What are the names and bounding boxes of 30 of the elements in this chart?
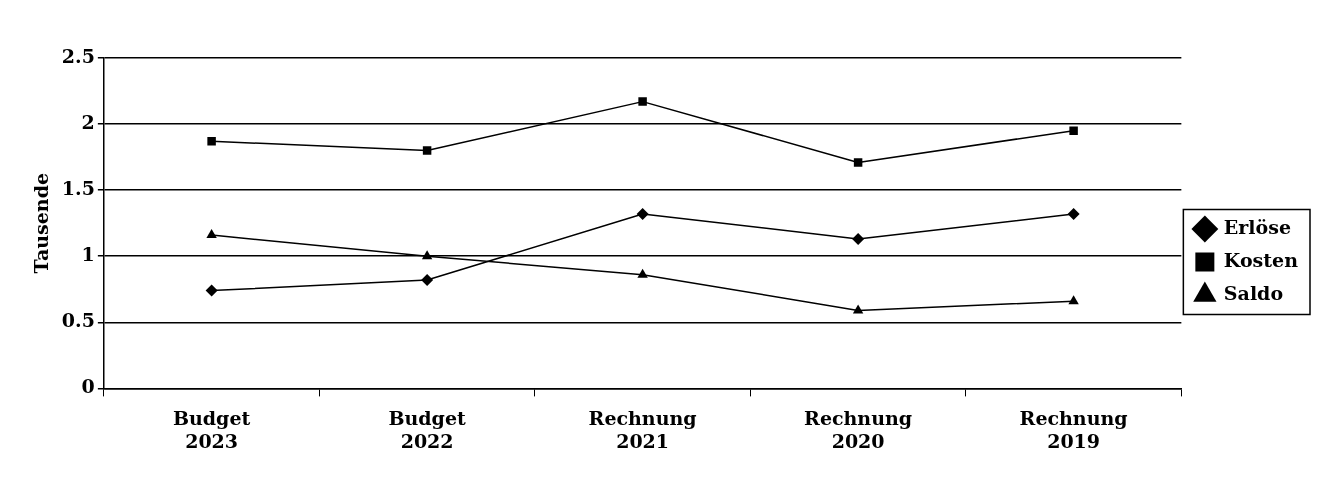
- legend-label: Saldo: [1223, 281, 1284, 304]
- y-tick-label: 0.5: [61, 309, 95, 332]
- point: [852, 233, 865, 246]
- x-tick-label: Budget 2022: [388, 406, 466, 452]
- point: [638, 97, 647, 106]
- x-tick-label: Budget 2023: [172, 406, 251, 452]
- point: [853, 158, 863, 167]
- point: [1067, 207, 1080, 220]
- y-tick-label: 0: [81, 375, 95, 398]
- point: [637, 268, 648, 278]
- point: [207, 137, 216, 146]
- point: [421, 274, 434, 287]
- y-tick-label: 2: [81, 111, 95, 134]
- point: [206, 229, 217, 239]
- y-tick-label: 1.5: [61, 177, 95, 200]
- point: [422, 146, 432, 155]
- point: [852, 304, 864, 314]
- point: [421, 250, 433, 260]
- point: [1068, 295, 1079, 305]
- y-axis-title: Tausende: [30, 172, 53, 274]
- legend-label: Kosten: [1223, 248, 1299, 271]
- x-tick-label: Rechnung 2021: [588, 406, 697, 452]
- point: [636, 207, 649, 220]
- y-tick-label: 1: [81, 243, 95, 266]
- x-tick-label: Rechnung 2020: [804, 406, 913, 452]
- y-tick-label: 2.5: [61, 44, 95, 67]
- x-tick-label: Rechnung 2019: [1019, 406, 1128, 452]
- point: [1069, 126, 1078, 135]
- point: [205, 284, 218, 297]
- legend-label: Erlöse: [1223, 215, 1292, 238]
